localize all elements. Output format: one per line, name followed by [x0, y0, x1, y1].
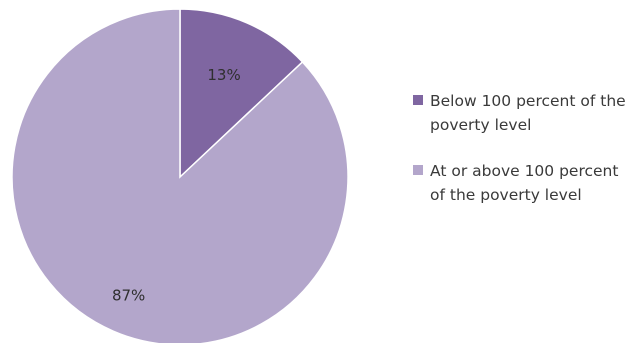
legend-label-below: Below 100 percent of the poverty level	[430, 92, 626, 134]
legend: Below 100 percent of the poverty level A…	[413, 89, 633, 229]
legend-swatch-above	[413, 165, 423, 175]
legend-swatch-below	[413, 95, 423, 105]
pie-slice-0	[179, 8, 304, 179]
pie-slice-1	[11, 8, 349, 343]
legend-item-above: At or above 100 percent of the poverty l…	[413, 159, 633, 207]
legend-label-above: At or above 100 percent of the poverty l…	[430, 162, 619, 204]
slice-label-0: 13%	[207, 66, 240, 84]
legend-item-below: Below 100 percent of the poverty level	[413, 89, 633, 137]
slice-label-1: 87%	[112, 287, 145, 305]
